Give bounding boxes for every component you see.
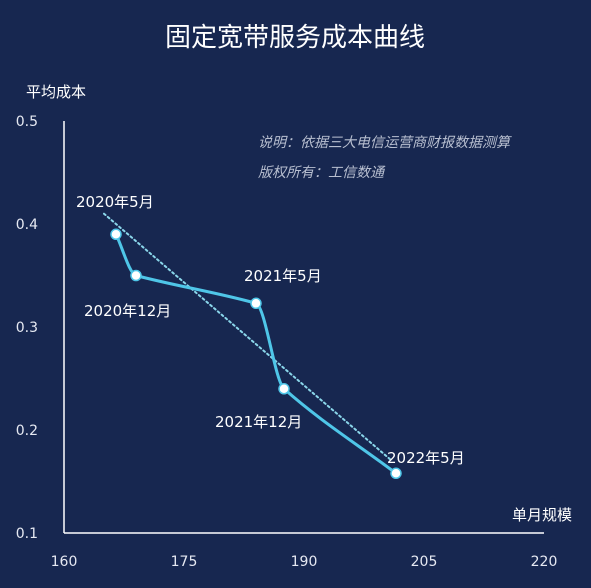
data-label: 2021年12月 xyxy=(215,413,302,431)
x-tick-label: 220 xyxy=(531,554,558,570)
note-copyright: 版权所有：工信数通 xyxy=(258,165,386,181)
y-tick-label: 0.5 xyxy=(16,114,38,130)
chart-title: 固定宽带服务成本曲线 xyxy=(165,23,425,53)
data-label: 2020年12月 xyxy=(84,302,171,320)
tick-labels: 160 175 190 205 220 0.1 0.2 0.3 0.4 0.5 xyxy=(16,114,558,570)
data-point xyxy=(390,467,402,480)
note-source: 说明：依据三大电信运营商财报数据测算 xyxy=(258,135,512,151)
y-tick-label: 0.2 xyxy=(16,423,38,439)
x-tick-label: 205 xyxy=(411,554,438,570)
data-point xyxy=(250,297,262,310)
data-point xyxy=(130,269,142,282)
x-axis-label: 单月规模 xyxy=(512,506,572,524)
point-labels-group: 2020年5月 2020年12月 2021年5月 2021年12月 2022年5月 xyxy=(76,193,465,467)
data-point xyxy=(278,383,290,395)
x-tick-label: 175 xyxy=(171,554,198,570)
y-tick-label: 0.1 xyxy=(16,526,38,542)
trendline xyxy=(103,212,393,462)
x-tick-label: 190 xyxy=(291,554,318,570)
data-point xyxy=(110,228,122,241)
markers-group xyxy=(110,228,402,480)
data-label: 2022年5月 xyxy=(387,449,465,467)
trendline-group xyxy=(103,212,393,462)
axes xyxy=(63,121,544,534)
data-label: 2021年5月 xyxy=(244,267,322,285)
y-axis-label: 平均成本 xyxy=(26,83,86,101)
x-tick-label: 160 xyxy=(51,554,78,570)
y-tick-label: 0.3 xyxy=(16,320,38,336)
y-tick-label: 0.4 xyxy=(16,217,38,233)
data-label: 2020年5月 xyxy=(76,193,154,211)
